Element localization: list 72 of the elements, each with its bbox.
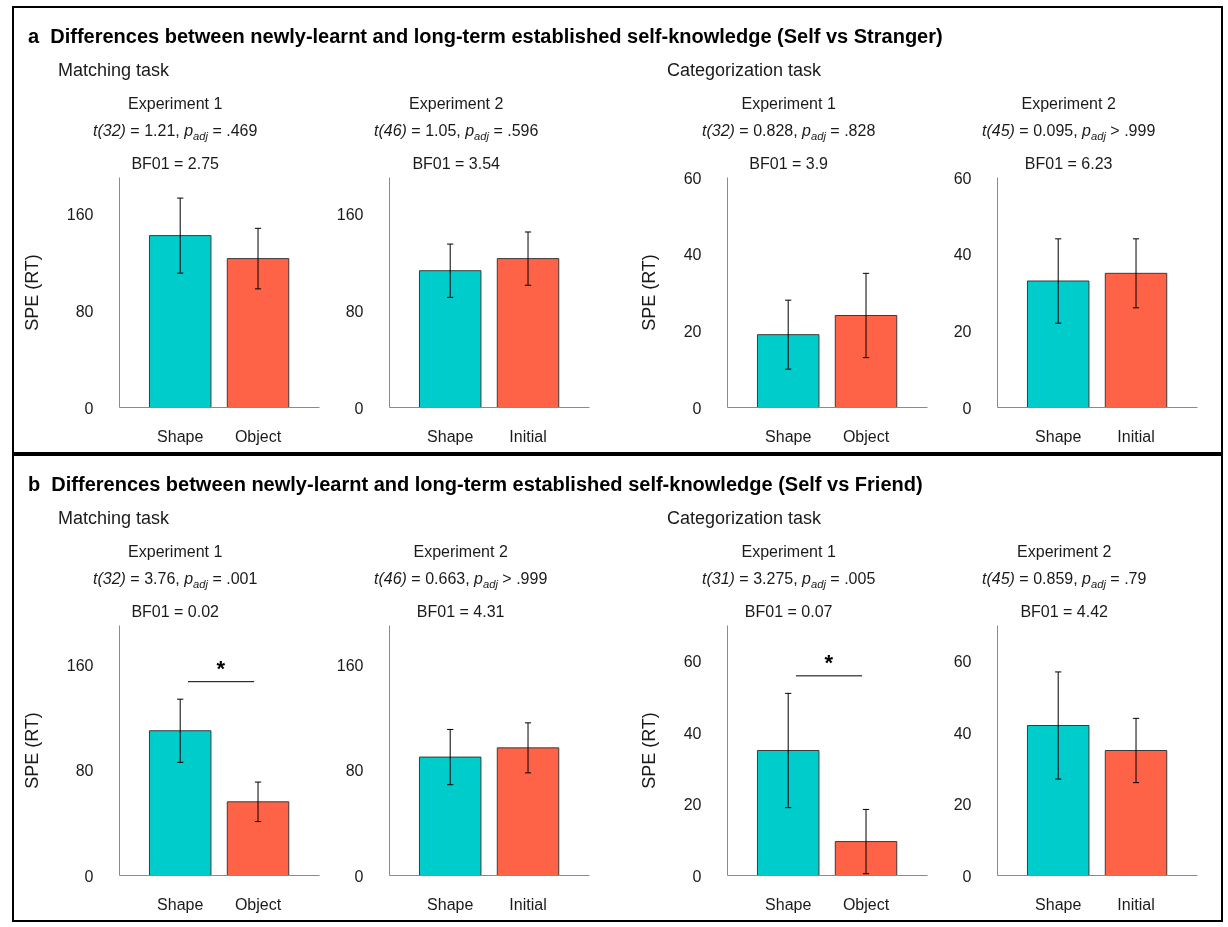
annotation: * <box>216 655 226 681</box>
y-tick-label: 0 <box>692 867 702 885</box>
y-tick-label: 80 <box>345 762 364 780</box>
y-tick-label: 60 <box>953 653 972 671</box>
y-tick-label: 0 <box>962 399 972 417</box>
y-tick-label: 60 <box>683 653 702 671</box>
x-tick-label: Initial <box>1117 895 1155 913</box>
y-tick-label: 0 <box>354 867 364 885</box>
y-tick-label: 20 <box>953 322 972 340</box>
chart-subtitle: t(32) = 0.828, p$_{adj}$ = .828 BF01 = 3.9 <box>702 122 876 173</box>
annotation: * <box>824 649 834 675</box>
y-tick-label: 40 <box>953 724 972 742</box>
x-tick-label: Shape <box>765 895 812 913</box>
text: a Differences between newly-learnt and long-term established self-knowledge (Self vs Stranger) <box>27 24 943 49</box>
x-tick-label: Initial <box>509 427 547 445</box>
y-tick-label: 40 <box>683 724 702 742</box>
y-axis-title: SPE (RT) <box>638 712 659 789</box>
chart-title: Experiment 1 <box>128 95 223 112</box>
x-tick-label: Shape <box>157 427 204 445</box>
chart-subtitle: t(45) = 0.859, p$_{adj}$ = .79 BF01 = 4.42 <box>982 570 1147 621</box>
chart-title: Experiment 2 <box>413 543 508 560</box>
x-tick-label: Shape <box>1035 895 1082 913</box>
chart-title: Experiment 2 <box>1021 95 1116 112</box>
chart-subtitle: t(46) = 0.663, p$_{adj}$ > .999 BF01 = 4.31 <box>374 570 548 621</box>
y-tick-label: 80 <box>75 302 94 320</box>
x-tick-label: Object <box>842 895 890 913</box>
y-axis-title: SPE (RT) <box>21 712 42 789</box>
y-tick-label: 20 <box>683 322 702 340</box>
y-tick-label: 0 <box>962 867 972 885</box>
y-tick-label: 20 <box>953 796 972 814</box>
y-tick-label: 160 <box>66 205 94 223</box>
y-tick-label: 0 <box>692 399 702 417</box>
x-tick-label: Object <box>234 427 282 445</box>
x-tick-label: Shape <box>427 895 474 913</box>
x-tick-label: Shape <box>157 895 204 913</box>
text: Matching task <box>57 507 170 530</box>
y-tick-label: 160 <box>66 656 94 674</box>
text: Categorization task <box>666 507 822 530</box>
y-tick-label: 20 <box>683 796 702 814</box>
y-tick-label: 0 <box>354 399 364 417</box>
x-tick-label: Shape <box>765 427 812 445</box>
x-tick-label: Shape <box>1035 427 1082 445</box>
chart-title: Experiment 2 <box>409 95 504 112</box>
text: b Differences between newly-learnt and long-term established self-knowledge (Self vs Friend) <box>27 472 923 497</box>
y-tick-label: 80 <box>75 762 94 780</box>
text: Categorization task <box>666 59 822 82</box>
chart-subtitle: t(32) = 3.76, p$_{adj}$ = .001 BF01 = 0.02 <box>93 570 258 621</box>
y-tick-label: 40 <box>683 246 702 264</box>
chart-subtitle: t(45) = 0.095, p$_{adj}$ > .999 BF01 = 6.23 <box>982 122 1156 173</box>
x-tick-label: Object <box>842 427 890 445</box>
chart-title: Experiment 1 <box>741 95 836 112</box>
y-tick-label: 60 <box>953 169 972 187</box>
y-axis-title: SPE (RT) <box>21 254 42 331</box>
chart-title: Experiment 1 <box>128 543 223 560</box>
chart-subtitle: t(31) = 3.275, p$_{adj}$ = .005 BF01 = 0.07 <box>702 570 876 621</box>
y-tick-label: 0 <box>84 867 94 885</box>
y-tick-label: 60 <box>683 169 702 187</box>
chart-title: Experiment 2 <box>1017 543 1112 560</box>
x-tick-label: Initial <box>509 895 547 913</box>
y-tick-label: 0 <box>84 399 94 417</box>
chart-subtitle: t(32) = 1.21, p$_{adj}$ = .469 BF01 = 2.75 <box>93 122 258 173</box>
y-tick-label: 40 <box>953 246 972 264</box>
x-tick-label: Initial <box>1117 427 1155 445</box>
x-tick-label: Shape <box>427 427 474 445</box>
text: Matching task <box>57 59 170 82</box>
y-tick-label: 160 <box>336 656 364 674</box>
y-tick-label: 160 <box>336 205 364 223</box>
chart-subtitle: t(46) = 1.05, p$_{adj}$ = .596 BF01 = 3.54 <box>374 122 539 173</box>
x-tick-label: Object <box>234 895 282 913</box>
y-axis-title: SPE (RT) <box>638 254 659 331</box>
y-tick-label: 80 <box>345 302 364 320</box>
chart-title: Experiment 1 <box>741 543 836 560</box>
